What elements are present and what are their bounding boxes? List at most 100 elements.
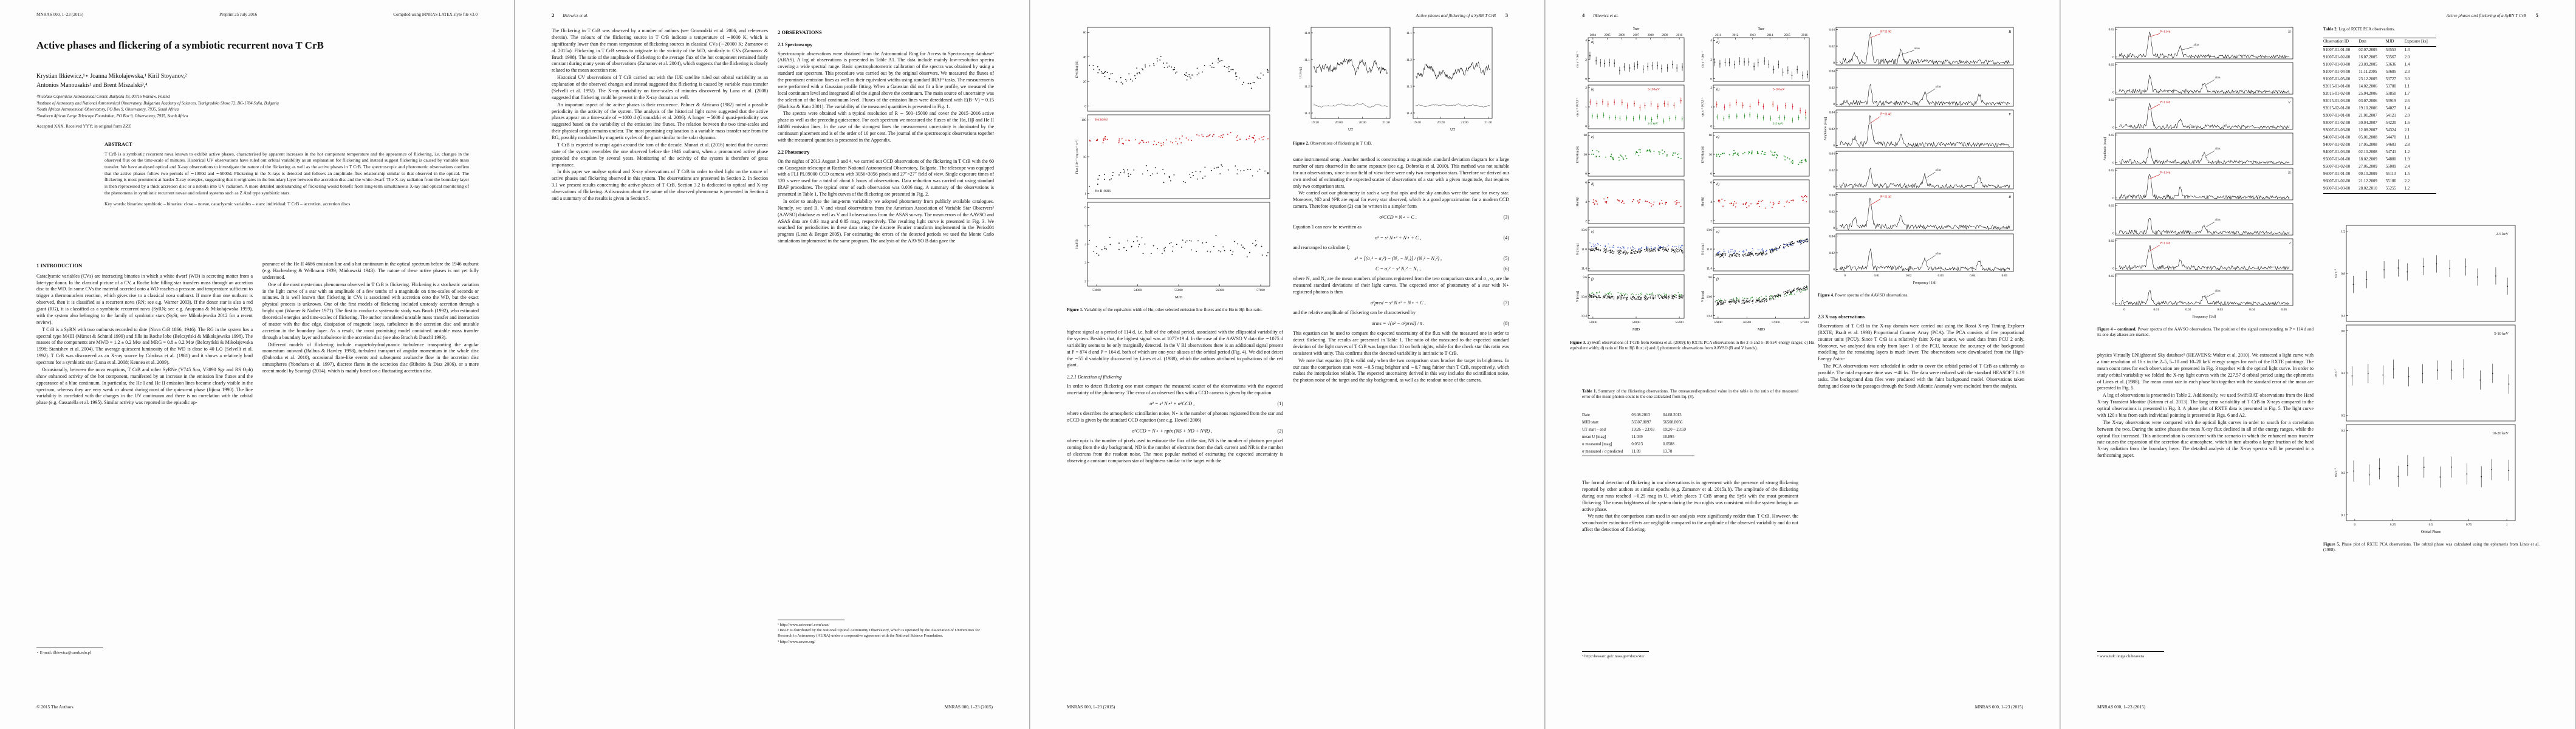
svg-text:0.1: 0.1 (2341, 513, 2345, 517)
svg-text:Year: Year (1758, 27, 1765, 31)
svg-text:2011: 2011 (1715, 34, 1721, 37)
svg-text:0.02: 0.02 (2109, 275, 2115, 278)
body-paragraph: Equation 1 can now be rewritten as (1293, 224, 1362, 230)
svg-text:alias: alias (1936, 252, 1942, 255)
body-paragraph: T CrB is a SyRN with two outbursts recor… (36, 326, 253, 366)
page-4-column-left: The formal detection of flickering in ou… (1582, 480, 1798, 534)
page-4: 4 Iłkiewicz et al. 0 2 4 2004 2005 2006 2007 20… (1546, 0, 2060, 729)
figure-2: 11.3 11.2 11.1 11.0 19:20 20:00 20:40 21:20 UT U … (1293, 26, 1497, 134)
svg-text:2004: 2004 (1590, 34, 1597, 37)
body-paragraph: In order to detect flickering one must c… (1067, 383, 1283, 395)
body-paragraph: The formal detection of flickering in ou… (1582, 480, 1798, 512)
svg-text:5-10 keV: 5-10 keV (1773, 88, 1785, 92)
figure-1-caption: Figure 1. Variability of the equivalent … (1067, 307, 1283, 313)
svg-text:2: 2 (1084, 280, 1086, 284)
svg-text:53000: 53000 (1589, 321, 1597, 324)
svg-text:B: B (2288, 30, 2290, 34)
svg-text:20:20: 20:20 (1437, 121, 1445, 125)
svg-text:alias: alias (2215, 290, 2221, 293)
svg-text:e): e) (1716, 230, 1719, 234)
svg-text:2-5 keV: 2-5 keV (1648, 122, 1658, 126)
svg-text:0: 0 (2112, 232, 2114, 236)
svg-text:0.01: 0.01 (1874, 274, 1880, 278)
svg-text:20:40: 20:40 (1358, 121, 1366, 125)
svg-text:d): d) (1716, 182, 1719, 187)
svg-text:Hα/Hβ: Hα/Hβ (1576, 197, 1580, 207)
svg-text:alias: alias (2193, 44, 2199, 47)
equation-number: (3) (1503, 214, 1509, 220)
svg-text:I: I (2289, 241, 2291, 245)
equation-number: (1) (1277, 400, 1283, 406)
svg-text:4: 4 (1585, 200, 1587, 204)
svg-text:56000: 56000 (1216, 289, 1224, 292)
svg-text:0.02: 0.02 (2109, 239, 2115, 243)
svg-text:9.6: 9.6 (1583, 276, 1587, 279)
svg-text:10: 10 (1083, 156, 1087, 159)
svg-text:11.1: 11.1 (1406, 32, 1413, 35)
svg-text:30: 30 (1709, 153, 1713, 157)
svg-text:60: 60 (1584, 134, 1588, 137)
page-3-footer: MNRAS 000, 1–23 (2015) (1067, 704, 1115, 710)
body-paragraph: The X-ray observations were compared wit… (2097, 419, 2314, 459)
footnote-block: ⁵ www.isdc.unige.ch/heavens (2097, 651, 2304, 659)
page-1-footer: © 2015 The Authors (36, 704, 74, 710)
running-authors: Iłkiewicz et al. (1593, 13, 1619, 18)
body-paragraph: The PCA observations were scheduled in o… (1818, 363, 2024, 389)
table-1: Date 03.08.2013 04.08.2013 MJD start 56507.8… (1582, 412, 1694, 457)
svg-text:11.1: 11.1 (1304, 58, 1310, 62)
svg-text:2: 2 (1710, 86, 1712, 90)
svg-text:5-10 keV: 5-10 keV (1648, 88, 1660, 92)
paper-title: Active phases and flickering of a symbio… (36, 39, 324, 51)
svg-text:0.6: 0.6 (2341, 329, 2345, 333)
svg-text:2: 2 (1710, 219, 1712, 223)
header-compiled-note: Compiled using MNRAS LATEX style file v3… (393, 12, 478, 17)
running-title-wrap: Active phases and flickering of a SyRN T… (1416, 12, 1508, 18)
svg-text:V: V (2288, 100, 2291, 104)
body-paragraph: Different models of flickering include m… (262, 341, 479, 374)
page-4-footer: MNRAS 000, 1–23 (2015) (1975, 704, 2023, 710)
svg-text:2: 2 (1585, 58, 1587, 62)
svg-text:P=114d: P=114d (1880, 196, 1891, 199)
figure-5-caption-text: Phase plot of RXTE PCA observations. The… (2323, 542, 2540, 553)
figure-5: 0.4 0.8 1.2 cts s⁻¹ 2-5 keV 0.2 0.4 0.6 cts s⁻¹ 5… (2323, 224, 2520, 536)
svg-text:0.05: 0.05 (2281, 308, 2287, 312)
svg-text:0.2: 0.2 (2341, 414, 2345, 417)
svg-text:0.5: 0.5 (2429, 523, 2433, 527)
page-3: Active phases and flickering of a SyRN T… (1030, 0, 1545, 729)
svg-text:B: B (2009, 30, 2011, 34)
body-paragraph: An important aspect of the active phases… (552, 101, 768, 140)
svg-text:Amplitude [mag]: Amplitude [mag] (2103, 137, 2107, 161)
affiliation-2: ²Institute of Astronomy and National Ast… (36, 101, 279, 106)
svg-text:57500: 57500 (1800, 321, 1809, 324)
svg-text:0.02: 0.02 (1906, 274, 1912, 278)
svg-text:0.02: 0.02 (2185, 308, 2191, 312)
figure-4-caption-text: Power spectra of the AAVSO observations. (1835, 293, 1909, 298)
svg-text:0.4: 0.4 (2341, 372, 2345, 375)
table-2: Observation ID Date MJD Exposure [ks] 91007-… (2323, 37, 2436, 194)
svg-text:UT: UT (1348, 128, 1353, 132)
header-journal-ref: MNRAS 000, 1–23 (2015) (36, 12, 84, 17)
abstract-block: ABSTRACT T CrB is a symbiotic recurrent … (104, 141, 469, 208)
svg-text:21:20: 21:20 (1382, 121, 1390, 125)
svg-text:V: V (2009, 112, 2012, 117)
subsection-heading-xray-observations: 2.3 X-ray observations (1818, 314, 1865, 320)
running-title-wrap: Active phases and flickering of a SyRN T… (2447, 12, 2538, 18)
svg-text:4: 4 (1710, 200, 1712, 204)
body-paragraph: pearance of the He II 4686 emission line… (262, 261, 479, 280)
page-number: 4 (1582, 12, 1585, 18)
svg-text:Orbital Phase: Orbital Phase (2421, 530, 2441, 534)
svg-text:19:40: 19:40 (1413, 121, 1421, 125)
page-4-column-right: 2.3 X-ray observations Observations of T… (1818, 309, 2024, 391)
page-number: 3 (1505, 12, 1508, 18)
equation-2: σ²CCD = N⋆ + npix (NS + ND + N²R) , (2) (1067, 428, 1283, 434)
svg-text:4: 4 (1585, 39, 1587, 43)
equation-body: σ²CCD ≈ N⋆ + C . (1379, 214, 1417, 220)
page-2: 2 Iłkiewicz et al. The flickering in T C… (515, 0, 1030, 729)
body-paragraph: We note that equation (8) is valid only … (1293, 357, 1509, 383)
svg-text:1.2: 1.2 (2341, 230, 2345, 233)
page-2-column-right: 2 OBSERVATIONS 2.1 Spectroscopy Spectros… (778, 28, 994, 245)
body-paragraph: The spectra were obtained with a typical… (778, 111, 994, 143)
svg-text:2009: 2009 (1662, 34, 1668, 37)
body-paragraph: In this paper we analyse optical and X-r… (552, 169, 768, 201)
svg-text:V [mag]: V [mag] (1576, 291, 1580, 303)
